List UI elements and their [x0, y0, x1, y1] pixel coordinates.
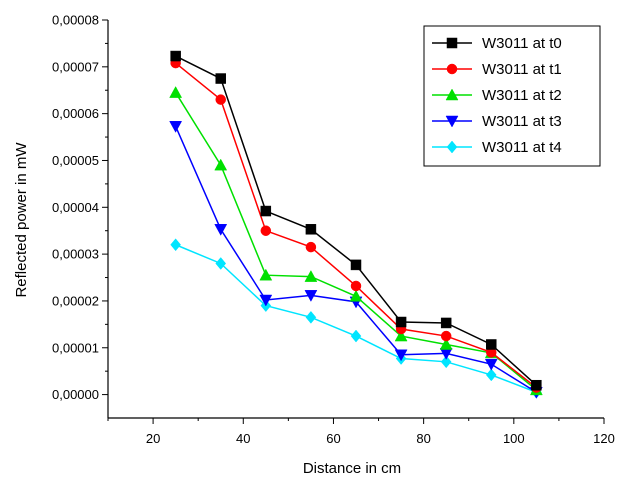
y-tick-label: 0,00007 — [52, 59, 99, 74]
legend-marker — [446, 37, 458, 49]
legend-item: W3011 at t2 — [432, 87, 562, 104]
data-point — [531, 379, 542, 391]
legend-label: W3011 at t3 — [482, 113, 562, 130]
plot-area — [107, 20, 604, 419]
data-point — [304, 270, 318, 282]
legend: W3011 at t0 W3011 at t1 W3011 at t2 W3011 a… — [423, 25, 601, 167]
legend-label: W3011 at t4 — [482, 139, 562, 156]
data-point — [170, 238, 181, 252]
data-point — [439, 337, 453, 350]
data-point — [305, 310, 317, 324]
x-tick-label: 40 — [236, 431, 250, 446]
y-tick-label: 0,00000 — [52, 387, 99, 402]
legend-item: W3011 at t3 — [432, 113, 562, 130]
data-point — [349, 289, 363, 302]
legend-item: W3011 at t1 — [432, 61, 562, 78]
legend-marker — [446, 63, 458, 75]
data-point — [440, 317, 452, 329]
data-point — [486, 339, 497, 350]
y-tick-label: 0,00004 — [52, 200, 99, 215]
series-w3011-at-t4 — [170, 238, 542, 399]
data-point — [394, 329, 408, 342]
data-point — [484, 358, 498, 371]
legend-marker — [446, 140, 458, 154]
data-point — [259, 294, 273, 307]
y-axis-title: Reflected power in mW — [13, 142, 30, 298]
data-point — [215, 73, 226, 84]
data-point — [214, 158, 228, 171]
data-point — [440, 330, 452, 342]
series-layer — [169, 50, 543, 399]
data-point — [350, 259, 362, 271]
legend-label: W3011 at t0 — [482, 35, 562, 52]
y-tick-label: 0,00006 — [52, 106, 99, 121]
data-point — [169, 86, 183, 98]
data-point — [259, 268, 273, 281]
data-point — [305, 224, 317, 235]
x-tick-label: 100 — [503, 431, 525, 446]
legend-item: W3011 at t4 — [432, 139, 562, 156]
data-point — [305, 241, 317, 253]
y-tick-label: 0,00001 — [52, 340, 99, 355]
data-point — [440, 355, 452, 369]
data-point — [394, 349, 408, 362]
x-tick-label: 60 — [326, 431, 340, 446]
x-axis: 20 40 60 80 100 120 — [107, 418, 615, 446]
data-point — [485, 368, 497, 382]
data-point — [215, 257, 227, 270]
x-tick-label: 120 — [593, 431, 615, 446]
y-tick-label: 0,00003 — [52, 247, 99, 262]
data-point — [304, 290, 318, 302]
legend-marker — [445, 115, 459, 128]
x-axis-title: Distance in cm — [303, 460, 401, 477]
x-tick-label: 20 — [146, 431, 160, 446]
data-point — [260, 225, 272, 236]
data-point — [215, 94, 226, 105]
y-tick-label: 0,00005 — [52, 153, 99, 168]
y-tick-label: 0,00002 — [52, 293, 99, 308]
data-point — [350, 280, 362, 292]
y-axis: 0,00000 0,00001 0,00002 0,00003 0,00004 0,000… — [52, 13, 108, 402]
series-w3011-at-t0 — [170, 50, 542, 391]
legend-marker — [445, 88, 459, 101]
data-point — [260, 205, 272, 217]
legend-item: W3011 at t0 — [432, 35, 562, 52]
data-point — [350, 329, 362, 343]
data-point — [214, 224, 228, 236]
legend-label: W3011 at t1 — [482, 61, 562, 78]
y-tick-label: 0,00008 — [52, 13, 99, 28]
x-tick-label: 80 — [416, 431, 430, 446]
data-point — [395, 316, 407, 328]
data-point — [169, 121, 183, 133]
data-point — [170, 50, 181, 62]
legend-label: W3011 at t2 — [482, 87, 562, 104]
